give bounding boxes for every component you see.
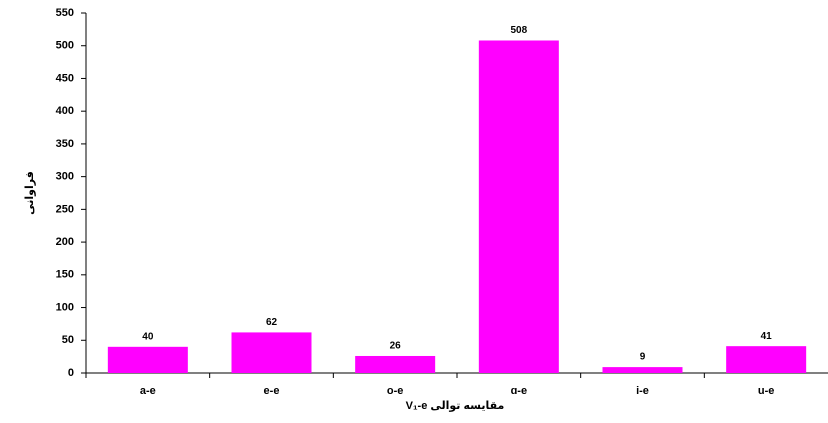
bar: [478, 40, 559, 374]
data-label: 40: [142, 331, 154, 342]
x-axis-label: مقایسه توالی V₁-e: [406, 400, 505, 412]
data-label: 508: [510, 25, 527, 36]
data-label: 26: [390, 341, 402, 352]
y-tick-label: 350: [56, 138, 74, 150]
bar: [107, 346, 188, 373]
y-tick-label: 550: [56, 7, 74, 19]
data-label: 62: [266, 317, 278, 328]
x-tick-label: o-e: [387, 385, 404, 397]
bar: [602, 367, 683, 373]
data-label: 41: [761, 331, 773, 342]
x-tick-label: a-e: [140, 385, 156, 397]
y-tick-label: 50: [62, 334, 74, 346]
x-tick-label: ɑ-e: [511, 385, 528, 397]
y-tick-label: 300: [56, 171, 74, 183]
y-axis-label: فراوانی: [24, 171, 36, 215]
data-label: 9: [640, 352, 646, 363]
y-tick-label: 450: [56, 72, 74, 84]
y-tick-label: 0: [68, 367, 74, 379]
y-tick-label: 150: [56, 269, 74, 281]
y-tick-label: 500: [56, 40, 74, 52]
x-tick-label: e-e: [264, 385, 280, 397]
x-tick-label: i-e: [636, 385, 649, 397]
y-tick-label: 400: [56, 105, 74, 117]
bar: [231, 332, 312, 373]
y-tick-label: 100: [56, 301, 74, 313]
x-tick-label: u-e: [758, 385, 775, 397]
bar: [355, 355, 436, 373]
y-tick-label: 200: [56, 236, 74, 248]
y-tick-label: 250: [56, 203, 74, 215]
bar: [726, 346, 807, 373]
